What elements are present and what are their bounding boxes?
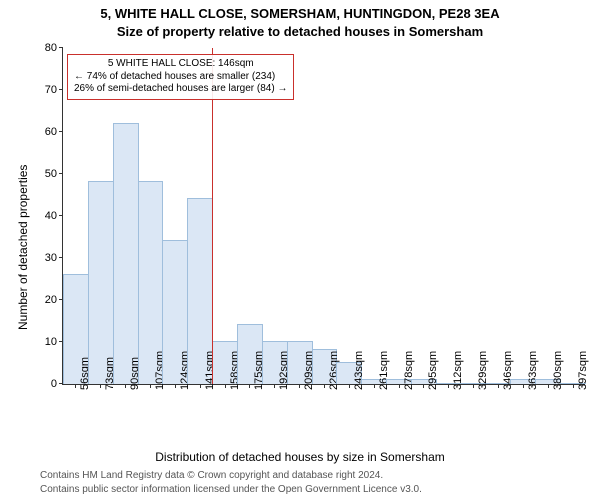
x-tick-mark: [225, 384, 226, 388]
chart-title-line1: 5, WHITE HALL CLOSE, SOMERSHAM, HUNTINGD…: [0, 6, 600, 21]
x-tick-mark: [374, 384, 375, 388]
x-tick-label: 295sqm: [427, 351, 439, 390]
plot-area: 0102030405060708056sqm73sqm90sqm107sqm12…: [62, 48, 585, 385]
x-tick-mark: [249, 384, 250, 388]
y-axis-label: Number of detached properties: [16, 165, 30, 330]
x-tick-label: 380sqm: [552, 351, 564, 390]
y-tick-mark: [59, 89, 63, 90]
x-tick-mark: [274, 384, 275, 388]
x-tick-mark: [125, 384, 126, 388]
chart-title-line2: Size of property relative to detached ho…: [0, 24, 600, 39]
x-tick-mark: [200, 384, 201, 388]
y-tick-label: 20: [45, 294, 57, 306]
x-tick-mark: [523, 384, 524, 388]
y-tick-label: 10: [45, 336, 57, 348]
x-tick-label: 346sqm: [502, 351, 514, 390]
annotation-line: ← 74% of detached houses are smaller (23…: [74, 71, 287, 84]
x-tick-mark: [399, 384, 400, 388]
x-tick-mark: [498, 384, 499, 388]
y-tick-label: 50: [45, 168, 57, 180]
x-tick-label: 312sqm: [452, 351, 464, 390]
x-tick-mark: [100, 384, 101, 388]
chart-container: 5, WHITE HALL CLOSE, SOMERSHAM, HUNTINGD…: [0, 0, 600, 500]
x-tick-mark: [473, 384, 474, 388]
y-tick-label: 60: [45, 126, 57, 138]
x-tick-mark: [324, 384, 325, 388]
y-tick-label: 40: [45, 210, 57, 222]
y-tick-label: 30: [45, 252, 57, 264]
x-tick-mark: [448, 384, 449, 388]
x-tick-mark: [150, 384, 151, 388]
histogram-bar: [113, 123, 139, 384]
x-tick-label: 329sqm: [477, 351, 489, 390]
annotation-line: 5 WHITE HALL CLOSE: 146sqm: [74, 58, 287, 71]
x-tick-mark: [75, 384, 76, 388]
y-tick-label: 70: [45, 84, 57, 96]
x-tick-mark: [299, 384, 300, 388]
x-tick-label: 243sqm: [353, 351, 365, 390]
x-tick-label: 278sqm: [403, 351, 415, 390]
y-tick-mark: [59, 257, 63, 258]
y-tick-mark: [59, 215, 63, 216]
x-tick-label: 397sqm: [577, 351, 589, 390]
x-tick-mark: [175, 384, 176, 388]
y-tick-mark: [59, 131, 63, 132]
annotation-box: 5 WHITE HALL CLOSE: 146sqm← 74% of detac…: [67, 54, 294, 100]
annotation-line: 26% of semi-detached houses are larger (…: [74, 83, 287, 96]
footer-line2: Contains public sector information licen…: [40, 484, 422, 495]
x-tick-label: 261sqm: [378, 351, 390, 390]
footer-line1: Contains HM Land Registry data © Crown c…: [40, 470, 383, 481]
x-tick-label: 363sqm: [527, 351, 539, 390]
x-tick-mark: [548, 384, 549, 388]
y-tick-mark: [59, 47, 63, 48]
y-tick-label: 0: [51, 378, 57, 390]
x-axis-label: Distribution of detached houses by size …: [0, 450, 600, 464]
x-tick-mark: [573, 384, 574, 388]
y-tick-mark: [59, 173, 63, 174]
histogram-bar: [88, 181, 114, 384]
x-tick-mark: [349, 384, 350, 388]
x-tick-mark: [423, 384, 424, 388]
y-tick-label: 80: [45, 42, 57, 54]
